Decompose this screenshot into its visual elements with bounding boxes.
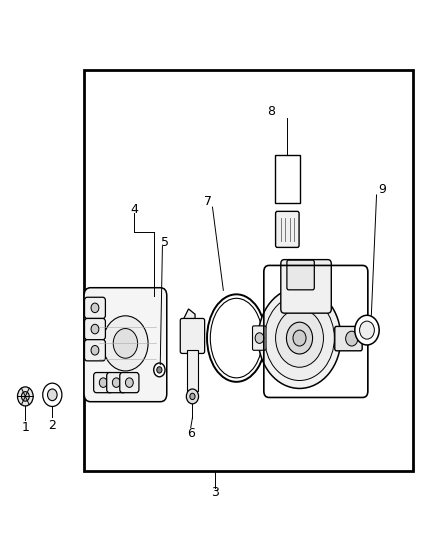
Circle shape bbox=[113, 378, 120, 387]
Circle shape bbox=[47, 389, 57, 401]
Text: 7: 7 bbox=[204, 195, 212, 208]
Circle shape bbox=[276, 309, 323, 367]
FancyBboxPatch shape bbox=[180, 318, 205, 353]
FancyBboxPatch shape bbox=[335, 326, 362, 351]
Circle shape bbox=[360, 321, 374, 339]
Circle shape bbox=[186, 389, 198, 404]
FancyBboxPatch shape bbox=[84, 288, 167, 402]
Polygon shape bbox=[182, 309, 195, 322]
Ellipse shape bbox=[210, 298, 262, 378]
Circle shape bbox=[293, 330, 306, 346]
Bar bbox=[84, 70, 413, 471]
Circle shape bbox=[190, 393, 195, 400]
Circle shape bbox=[91, 345, 99, 355]
Circle shape bbox=[91, 303, 99, 313]
Circle shape bbox=[125, 378, 133, 387]
Circle shape bbox=[99, 378, 107, 387]
Bar bbox=[275, 155, 300, 203]
FancyBboxPatch shape bbox=[94, 373, 113, 393]
Text: 2: 2 bbox=[48, 419, 56, 432]
Bar bbox=[187, 350, 198, 391]
Circle shape bbox=[286, 322, 313, 354]
FancyBboxPatch shape bbox=[107, 373, 126, 393]
FancyBboxPatch shape bbox=[287, 260, 314, 290]
Circle shape bbox=[103, 316, 148, 371]
Text: 6: 6 bbox=[187, 427, 194, 440]
Text: 3: 3 bbox=[211, 487, 219, 499]
Text: 8: 8 bbox=[267, 105, 275, 118]
Circle shape bbox=[21, 392, 29, 401]
Circle shape bbox=[258, 288, 341, 389]
Circle shape bbox=[346, 331, 358, 346]
Circle shape bbox=[18, 387, 33, 406]
Circle shape bbox=[154, 363, 165, 377]
FancyBboxPatch shape bbox=[253, 326, 266, 350]
Text: 4: 4 bbox=[130, 203, 138, 216]
FancyBboxPatch shape bbox=[281, 260, 331, 313]
Circle shape bbox=[355, 316, 379, 345]
Circle shape bbox=[265, 296, 334, 381]
Text: 1: 1 bbox=[21, 421, 29, 434]
Text: 9: 9 bbox=[378, 183, 386, 196]
FancyBboxPatch shape bbox=[120, 373, 139, 393]
Circle shape bbox=[113, 328, 138, 358]
Circle shape bbox=[255, 333, 264, 343]
FancyBboxPatch shape bbox=[276, 212, 299, 247]
FancyBboxPatch shape bbox=[85, 297, 106, 318]
Circle shape bbox=[43, 383, 62, 407]
FancyBboxPatch shape bbox=[85, 340, 106, 361]
Circle shape bbox=[91, 324, 99, 334]
FancyBboxPatch shape bbox=[85, 318, 106, 340]
Circle shape bbox=[157, 367, 162, 373]
Text: 5: 5 bbox=[161, 236, 169, 249]
Ellipse shape bbox=[207, 294, 266, 382]
